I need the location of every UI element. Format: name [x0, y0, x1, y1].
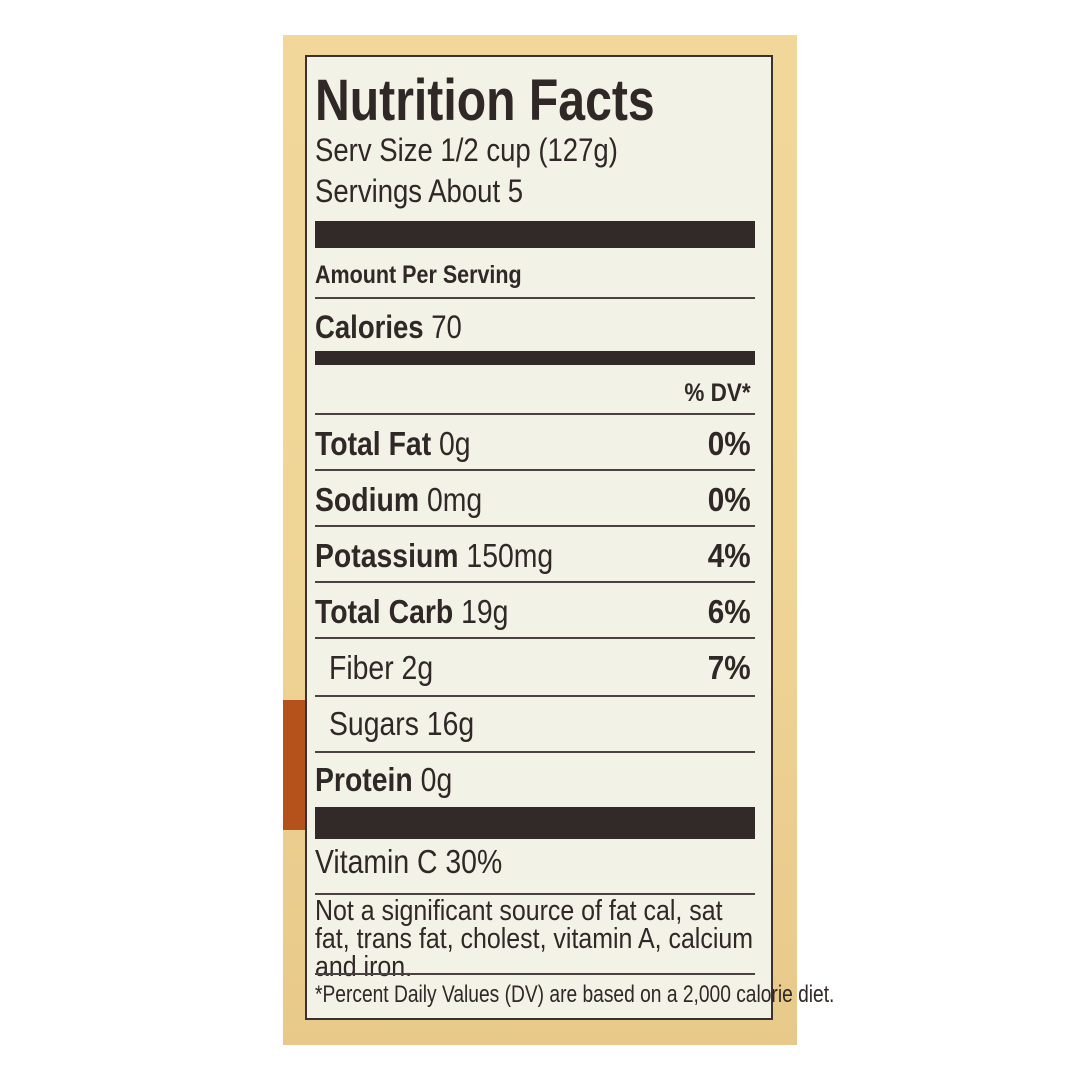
thick-divider [315, 221, 755, 248]
calories-value: 70 [431, 309, 462, 345]
calories-row: Calories 70 [315, 309, 462, 346]
nutrient-row-sodium: Sodium 0mg [315, 481, 482, 519]
label-title: Nutrition Facts [315, 68, 655, 133]
nutrient-row-total-carb: Total Carb 19g [315, 593, 508, 631]
nutrient-amount: 0mg [426, 481, 483, 518]
divider [315, 695, 755, 697]
package-accent-strip [283, 700, 307, 830]
nutrient-label: Sodium [315, 481, 420, 518]
nutrient-row-fiber: Fiber 2g [329, 649, 433, 687]
nutrient-row-potassium: Potassium 150mg [315, 537, 553, 575]
nutrient-amount: 16g [426, 705, 475, 742]
divider [315, 581, 755, 583]
nutrient-dv: 0% [708, 425, 751, 462]
nutrient-amount: 0g [420, 761, 453, 798]
servings-per-container: Servings About 5 [315, 173, 524, 209]
divider [315, 413, 755, 415]
nutrient-dv: 7% [708, 649, 751, 686]
nutrient-label: Protein [315, 761, 413, 798]
nutrient-amount: 150mg [466, 537, 554, 574]
nutrient-amount: 2g [401, 649, 434, 686]
divider [315, 973, 755, 975]
serving-size: Serv Size 1/2 cup (127g) [315, 132, 618, 168]
nutrient-dv: 4% [708, 537, 751, 574]
divider [315, 637, 755, 639]
dv-footnote: *Percent Daily Values (DV) are based on … [315, 981, 835, 1008]
divider [315, 469, 755, 471]
vitamin-c: Vitamin C 30% [315, 843, 503, 880]
nutrient-label: Total Fat [315, 425, 432, 462]
nutrient-row-total-fat: Total Fat 0g [315, 425, 471, 463]
amount-per-serving: Amount Per Serving [315, 261, 522, 289]
nutrient-label: Total Carb [315, 593, 454, 630]
calories-label: Calories [315, 309, 424, 345]
nutrient-dv: 6% [708, 593, 751, 630]
nutrient-label: Potassium [315, 537, 459, 574]
nutrient-row-sugars: Sugars 16g [329, 705, 474, 743]
divider [315, 893, 755, 895]
nutrient-row-protein: Protein 0g [315, 761, 452, 799]
nutrient-amount: 0g [439, 425, 471, 462]
dv-header: % DV* [684, 379, 751, 407]
nutrient-label: Sugars [329, 705, 419, 742]
nutrient-note: Not a significant source of fat cal, sat… [315, 895, 754, 983]
nutrient-dv: 0% [708, 481, 751, 518]
nutrient-amount: 19g [461, 593, 509, 630]
medium-divider [315, 351, 755, 365]
nutrition-label: Nutrition Facts Serv Size 1/2 cup (127g)… [305, 55, 834, 1020]
divider [315, 297, 755, 299]
thick-divider [315, 807, 755, 839]
divider [315, 751, 755, 753]
divider [315, 525, 755, 527]
nutrient-label: Fiber [329, 649, 394, 686]
